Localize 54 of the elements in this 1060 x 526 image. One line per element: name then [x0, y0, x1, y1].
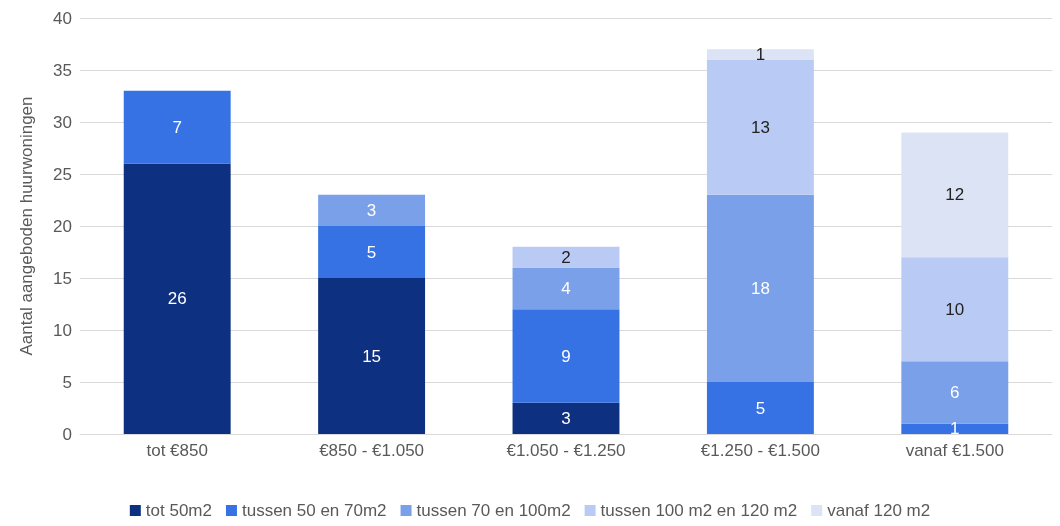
bar [318, 278, 426, 434]
bar [318, 194, 426, 226]
x-tick-label: €1.050 - €1.250 [506, 441, 626, 460]
bar [706, 49, 814, 60]
data-label: 4 [561, 278, 571, 298]
data-label: 9 [561, 346, 571, 366]
data-label: 7 [172, 117, 182, 137]
legend-label: tussen 70 en 100m2 [416, 501, 571, 520]
data-label: 1 [755, 44, 766, 64]
bar [901, 361, 1009, 424]
y-tick-label: 20 [53, 216, 72, 236]
data-label: 10 [945, 299, 965, 319]
data-label: 2 [561, 247, 571, 267]
bar [706, 194, 814, 382]
y-tick-label: 10 [53, 320, 72, 340]
data-label: 12 [945, 185, 965, 205]
data-label: 15 [362, 346, 382, 366]
data-label: 3 [561, 408, 571, 428]
data-label: 13 [750, 117, 770, 137]
data-label: 5 [755, 398, 766, 418]
bar [512, 402, 620, 434]
legend-label: tussen 100 m2 en 120 m2 [600, 501, 798, 520]
data-label: 1 [950, 419, 960, 439]
y-axis-title: Aantal aangeboden huurwoningen [17, 96, 36, 356]
legend-label: vanaf 120 m2 [827, 501, 931, 520]
y-tick-label: 30 [53, 112, 72, 132]
y-tick-label: 35 [53, 60, 72, 80]
y-tick-label: 25 [53, 164, 72, 184]
y-tick-label: 15 [53, 268, 72, 288]
legend-label: tussen 50 en 70m2 [241, 501, 387, 520]
bar [123, 90, 231, 164]
x-tick-label: €850 - €1.050 [319, 441, 425, 460]
bar [123, 163, 231, 434]
data-label: 26 [167, 289, 187, 309]
bar [706, 59, 814, 195]
x-tick-label: tot €850 [146, 441, 208, 460]
bar [512, 246, 620, 268]
bar [706, 382, 814, 434]
data-label: 5 [366, 242, 377, 262]
data-label: 18 [750, 278, 770, 298]
bar [901, 423, 1009, 434]
x-tick-label: vanaf €1.500 [905, 441, 1004, 460]
bar [512, 267, 620, 310]
legend-label: tot 50m2 [145, 501, 212, 520]
data-label: 3 [366, 200, 377, 220]
y-tick-label: 5 [62, 372, 72, 392]
y-tick-label: 40 [53, 8, 72, 28]
bar [901, 132, 1009, 258]
x-tick-label: €1.250 - €1.500 [700, 441, 820, 460]
y-tick-label: 0 [62, 424, 72, 444]
bar [901, 257, 1009, 362]
data-label: 6 [950, 382, 960, 402]
bar [512, 309, 620, 403]
bar [318, 226, 426, 278]
